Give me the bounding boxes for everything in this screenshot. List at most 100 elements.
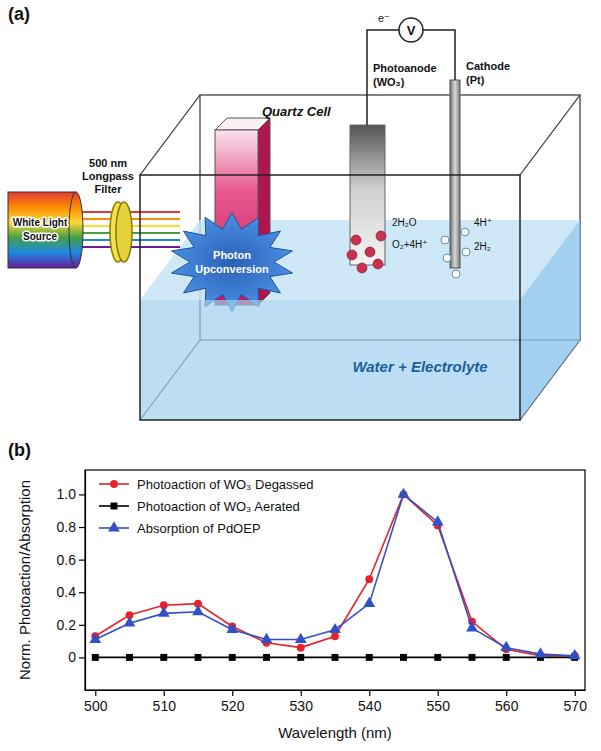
panel-label: (a) xyxy=(8,4,30,24)
y-tick: 0.6 xyxy=(57,552,85,568)
wire xyxy=(367,30,455,125)
y-axis: 00.20.40.60.81.0 xyxy=(57,471,86,691)
marker xyxy=(503,654,510,661)
cell-front xyxy=(140,175,520,420)
label: Filter xyxy=(95,183,123,195)
marker xyxy=(263,654,270,661)
figure: (a) White Light Source 500 nmLongpassFilter… xyxy=(0,0,601,751)
marker xyxy=(363,597,375,607)
tick-mark xyxy=(369,690,370,696)
tick-label: 540 xyxy=(358,698,382,714)
label: 2H₂O xyxy=(392,217,417,228)
label: Longpass xyxy=(82,170,134,182)
x-tick: 520 xyxy=(221,690,245,714)
tick-mark xyxy=(232,690,233,696)
panel-label: (b) xyxy=(8,440,31,460)
x-tick: 540 xyxy=(358,690,382,714)
axis-title: Wavelength (nm) xyxy=(278,724,392,741)
label: O₂+4H⁺ xyxy=(392,239,428,250)
marker xyxy=(124,616,136,626)
plot-frame xyxy=(85,470,585,690)
label: (Pt) xyxy=(466,74,485,86)
legend-item: Absorption of PdOEP xyxy=(99,521,261,536)
tick-mark xyxy=(575,690,576,696)
marker xyxy=(295,633,307,643)
series-line xyxy=(95,494,574,655)
marker xyxy=(297,644,305,652)
oxygen-bubble xyxy=(376,231,386,241)
tick-label: 0.4 xyxy=(57,584,77,600)
oxygen-bubble xyxy=(351,235,361,245)
hydrogen-bubble xyxy=(452,270,460,278)
upconversion-burst xyxy=(172,212,293,311)
marker xyxy=(126,654,133,661)
marker xyxy=(500,641,512,651)
chart: (b)50051052053054055056057000.20.40.60.8… xyxy=(8,440,587,741)
marker xyxy=(400,654,407,661)
tick-label: 0 xyxy=(68,649,76,665)
marker xyxy=(398,488,410,498)
tick-mark xyxy=(79,625,85,626)
marker xyxy=(158,607,170,617)
marker xyxy=(160,654,167,661)
hydrogen-bubble xyxy=(441,236,449,244)
plot-marks xyxy=(89,488,580,661)
marker xyxy=(432,515,444,525)
tick-label: 530 xyxy=(290,698,314,714)
legend-marker xyxy=(108,521,120,531)
tick-label: 0.2 xyxy=(57,617,77,633)
light-source-end xyxy=(69,192,83,268)
tick-mark xyxy=(301,690,302,696)
y-tick: 0.2 xyxy=(57,617,85,633)
tick-mark xyxy=(506,690,507,696)
water-front xyxy=(140,300,520,420)
tick-mark xyxy=(164,690,165,696)
marker xyxy=(569,649,581,659)
marker xyxy=(365,575,373,583)
marker xyxy=(332,654,339,661)
hydrogen-bubble xyxy=(462,248,470,256)
oxygen-bubble xyxy=(373,259,383,269)
label: Water + Electrolyte xyxy=(352,358,487,375)
label: 500 nm xyxy=(89,157,127,169)
label: Photon xyxy=(213,249,251,261)
marker xyxy=(366,654,373,661)
x-axis: 500510520530540550560570 xyxy=(84,690,587,714)
label: V xyxy=(407,23,416,38)
cell-edge xyxy=(140,95,200,175)
tick-label: 0.6 xyxy=(57,552,77,568)
tick-label: 560 xyxy=(495,698,519,714)
tick-mark xyxy=(438,690,439,696)
x-tick: 570 xyxy=(564,690,588,714)
marker xyxy=(92,654,99,661)
tick-label: 520 xyxy=(221,698,245,714)
photoanode xyxy=(350,125,385,265)
oxygen-bubble xyxy=(347,250,357,260)
label: (WO₃) xyxy=(373,76,405,88)
hydrogen-bubble xyxy=(443,254,451,262)
marker xyxy=(261,633,273,643)
voltmeter xyxy=(399,18,423,42)
label: Source xyxy=(23,231,57,242)
label: 4H⁺ xyxy=(474,217,492,228)
marker xyxy=(226,623,238,633)
marker xyxy=(434,654,441,661)
axis-title: Norm. Photoaction/Absorption xyxy=(16,480,33,680)
label: Photoanode xyxy=(373,62,437,74)
marker xyxy=(192,605,204,615)
tick-mark xyxy=(79,494,85,495)
marker xyxy=(89,633,101,643)
y-tick: 0 xyxy=(68,649,85,665)
diagram: (a) White Light Source 500 nmLongpassFilter… xyxy=(8,4,580,420)
label: Upconversion xyxy=(195,263,269,275)
label: Cathode xyxy=(466,60,510,72)
y-tick: 0.4 xyxy=(57,584,85,600)
tick-mark xyxy=(95,690,96,696)
water-side xyxy=(520,220,580,420)
label: White Light xyxy=(13,217,68,228)
label: 2H₂ xyxy=(474,241,491,252)
x-tick: 530 xyxy=(290,690,314,714)
hydrogen-bubble xyxy=(461,228,469,236)
tick-mark xyxy=(79,560,85,561)
y-tick: 1.0 xyxy=(57,486,85,502)
